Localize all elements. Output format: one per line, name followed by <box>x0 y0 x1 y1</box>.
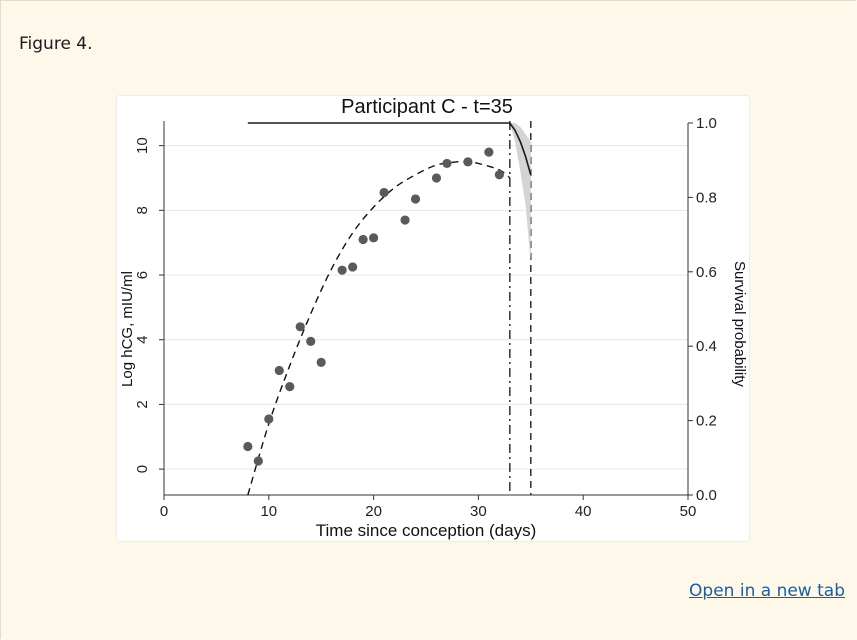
data-point <box>264 414 274 424</box>
y2-tick-label: 1.0 <box>696 115 717 132</box>
y2-tick-label: 0.6 <box>696 264 717 281</box>
x-axis-label: Time since conception (days) <box>316 521 536 540</box>
data-point <box>253 456 263 466</box>
data-point <box>400 215 410 225</box>
data-point <box>285 382 295 392</box>
data-point <box>243 441 253 452</box>
y2-tick-label: 0.4 <box>696 338 717 355</box>
data-point <box>484 147 494 157</box>
chart: 0 10 20 30 40 50 0 2 4 6 8 10 0.0 0.2 0.4 0.6 0.8 1.0 Part… <box>119 96 748 540</box>
y2-tick-label: 0.2 <box>696 413 717 430</box>
survival-confidence-band <box>509 123 531 265</box>
y-tick-label: 4 <box>134 336 151 344</box>
data-point <box>295 322 305 332</box>
data-point <box>494 170 504 180</box>
data-point <box>442 158 452 169</box>
x-tick-label: 10 <box>260 503 277 520</box>
y-tick-label: 0 <box>134 465 151 473</box>
figure-image: 0 10 20 30 40 50 0 2 4 6 8 10 0.0 0.2 0.4 0.6 0.8 1.0 Part… <box>116 95 750 542</box>
data-point <box>337 265 347 275</box>
y-tick-label: 8 <box>134 206 151 214</box>
data-point <box>316 357 326 367</box>
y2-tick-label: 0.0 <box>696 487 717 504</box>
y-tick-label: 10 <box>134 137 151 154</box>
data-point <box>431 173 442 183</box>
y-tick-label: 6 <box>134 271 151 279</box>
data-point <box>274 365 284 376</box>
x-tick-label: 50 <box>680 503 697 520</box>
survival-curve <box>247 122 532 176</box>
data-point <box>348 262 358 272</box>
data-point <box>358 234 368 245</box>
x-tick-label: 0 <box>160 503 168 520</box>
y2-tick-label: 0.8 <box>696 189 717 206</box>
data-point <box>379 187 389 198</box>
data-point <box>369 233 379 243</box>
x-tick-label: 20 <box>365 503 382 520</box>
data-point <box>306 336 316 346</box>
x-tick-label: 30 <box>470 503 487 520</box>
y-axis-label: Log hCG, mIU/ml <box>119 271 136 387</box>
y-tick-label: 2 <box>134 400 151 408</box>
data-point <box>410 194 421 204</box>
figure-caption: Figure 4. <box>19 34 93 54</box>
fitted-curve <box>247 160 511 496</box>
y2-axis-label: Survival probability <box>731 261 748 387</box>
open-in-new-tab-link[interactable]: Open in a new tab <box>689 581 845 601</box>
x-tick-label: 40 <box>575 503 592 520</box>
data-point <box>463 157 473 167</box>
chart-title: Participant C - t=35 <box>341 96 513 118</box>
